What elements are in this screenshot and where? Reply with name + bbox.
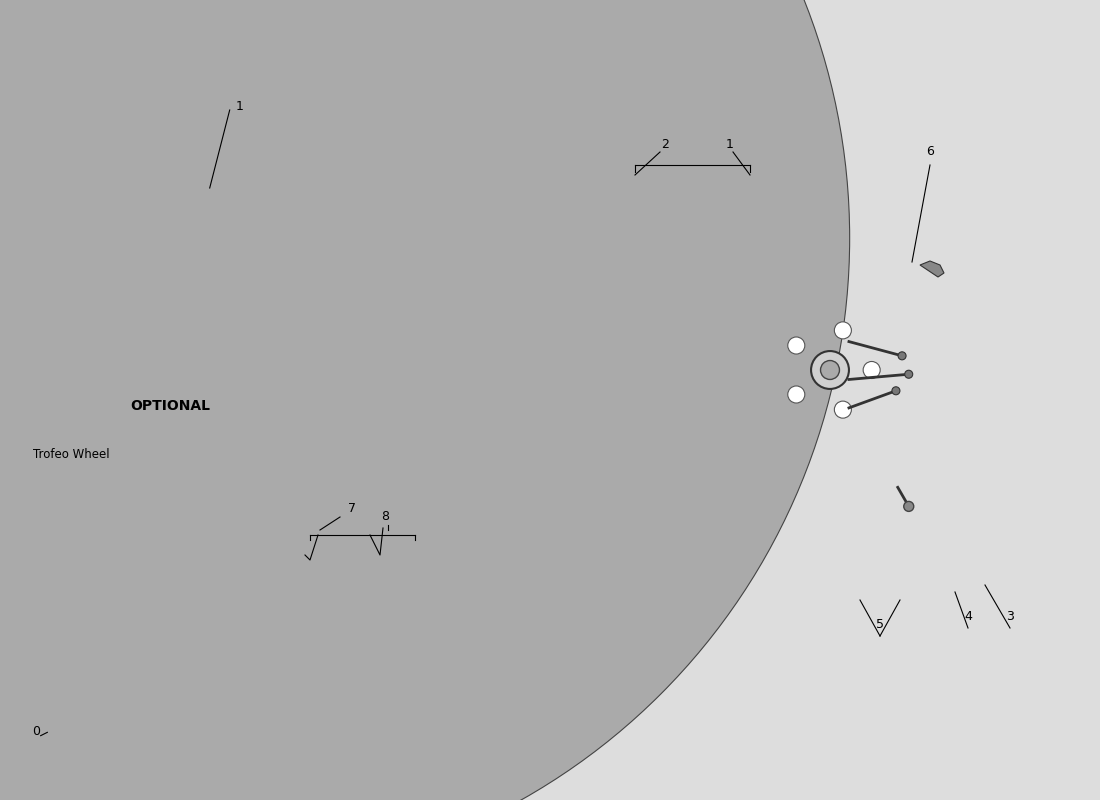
Circle shape	[109, 556, 117, 564]
Polygon shape	[822, 388, 862, 494]
Circle shape	[168, 598, 194, 623]
Circle shape	[904, 370, 913, 378]
Circle shape	[192, 628, 205, 640]
Circle shape	[147, 595, 160, 607]
Circle shape	[94, 606, 101, 614]
Polygon shape	[128, 204, 195, 251]
Polygon shape	[174, 536, 202, 598]
Circle shape	[109, 657, 117, 665]
Ellipse shape	[150, 240, 170, 266]
Circle shape	[175, 604, 187, 617]
Polygon shape	[834, 379, 912, 471]
Text: OPTIONAL: OPTIONAL	[131, 399, 210, 413]
Circle shape	[245, 556, 253, 564]
Ellipse shape	[585, 190, 914, 519]
Polygon shape	[798, 388, 838, 494]
Circle shape	[892, 386, 900, 394]
Polygon shape	[182, 615, 231, 672]
Circle shape	[811, 351, 849, 389]
Polygon shape	[844, 311, 945, 372]
Text: COUPE' MY04 - 48 - WHEELS: COUPE' MY04 - 48 - WHEELS	[18, 18, 183, 28]
Polygon shape	[111, 607, 173, 647]
Circle shape	[261, 606, 270, 614]
FancyBboxPatch shape	[300, 555, 362, 745]
Polygon shape	[189, 574, 251, 614]
Circle shape	[227, 537, 234, 545]
Text: 1: 1	[235, 99, 243, 113]
Circle shape	[0, 0, 849, 800]
Polygon shape	[822, 246, 862, 352]
FancyBboxPatch shape	[367, 527, 428, 753]
FancyBboxPatch shape	[446, 508, 475, 550]
Text: 1: 1	[726, 138, 734, 151]
Circle shape	[835, 401, 851, 418]
Circle shape	[97, 633, 106, 641]
Polygon shape	[748, 269, 826, 361]
Circle shape	[151, 525, 160, 533]
Circle shape	[204, 595, 214, 607]
Circle shape	[864, 362, 880, 378]
Text: 3: 3	[1006, 610, 1014, 623]
Text: 6: 6	[926, 145, 934, 158]
Ellipse shape	[222, 185, 243, 211]
Polygon shape	[111, 574, 173, 614]
Ellipse shape	[76, 503, 286, 718]
Text: 0: 0	[32, 725, 40, 738]
Polygon shape	[748, 379, 826, 471]
Polygon shape	[186, 155, 223, 220]
Polygon shape	[834, 269, 912, 361]
Polygon shape	[189, 607, 251, 647]
FancyBboxPatch shape	[24, 84, 317, 392]
Polygon shape	[920, 261, 944, 277]
Polygon shape	[161, 622, 188, 685]
Text: 5: 5	[876, 618, 884, 631]
Text: 4: 4	[964, 610, 972, 623]
Polygon shape	[131, 549, 180, 606]
Circle shape	[821, 361, 839, 379]
Polygon shape	[152, 241, 210, 310]
Polygon shape	[305, 560, 358, 575]
Circle shape	[204, 525, 211, 533]
Ellipse shape	[239, 240, 260, 266]
Polygon shape	[214, 204, 283, 251]
FancyBboxPatch shape	[433, 546, 487, 769]
Circle shape	[177, 692, 185, 700]
Text: 8: 8	[381, 510, 389, 523]
Text: 7: 7	[348, 502, 356, 515]
Polygon shape	[199, 241, 257, 310]
Polygon shape	[174, 622, 202, 685]
Polygon shape	[715, 311, 816, 372]
Polygon shape	[161, 536, 188, 598]
Circle shape	[898, 352, 906, 360]
Ellipse shape	[100, 128, 310, 348]
Polygon shape	[798, 246, 838, 352]
Polygon shape	[106, 600, 166, 621]
Text: 2: 2	[661, 138, 669, 151]
Ellipse shape	[166, 185, 187, 211]
Circle shape	[788, 337, 805, 354]
Circle shape	[177, 521, 185, 529]
Text: Trofeo Wheel: Trofeo Wheel	[33, 447, 110, 461]
Ellipse shape	[684, 224, 976, 516]
Circle shape	[151, 688, 160, 696]
Circle shape	[204, 688, 211, 696]
Circle shape	[175, 575, 187, 587]
Polygon shape	[196, 600, 256, 621]
Ellipse shape	[343, 105, 837, 575]
Polygon shape	[844, 368, 945, 429]
Polygon shape	[715, 368, 816, 429]
Text: eurospares: eurospares	[524, 566, 716, 594]
Text: eurospares: eurospares	[222, 226, 398, 254]
Circle shape	[245, 657, 253, 665]
Circle shape	[835, 322, 851, 339]
Polygon shape	[851, 357, 955, 383]
Polygon shape	[131, 615, 180, 672]
Circle shape	[257, 580, 265, 588]
Text: eurospares: eurospares	[632, 226, 807, 254]
Circle shape	[157, 628, 169, 640]
Ellipse shape	[195, 274, 216, 301]
Circle shape	[97, 580, 106, 588]
Circle shape	[128, 676, 135, 684]
Circle shape	[904, 502, 914, 511]
